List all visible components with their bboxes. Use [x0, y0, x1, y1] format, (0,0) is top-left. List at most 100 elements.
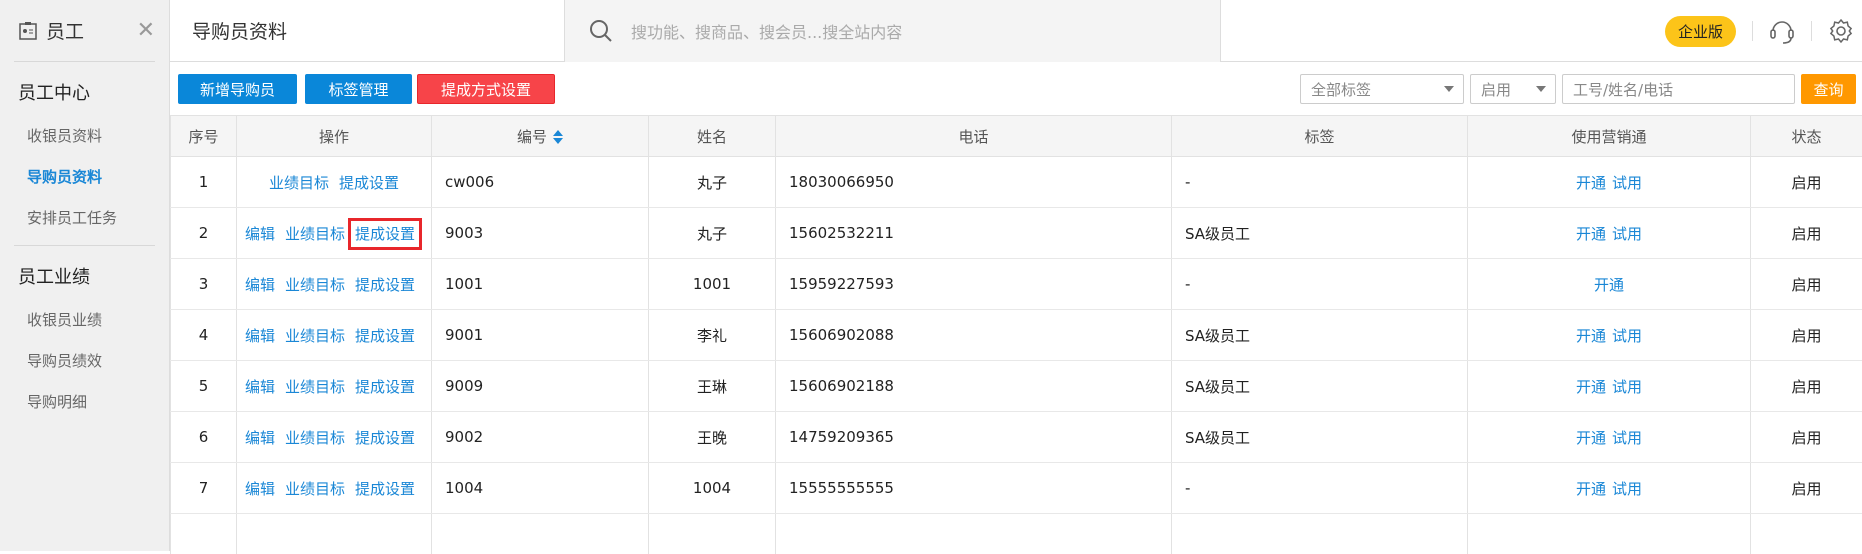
table-row: 2 编辑业绩目标提成设置 9003 丸子 15602532211 SA级员工 开…	[171, 208, 1862, 259]
cell-name: 丸子	[649, 157, 776, 208]
cell-tag: -	[1172, 463, 1468, 514]
cell-marketing: 开通试用	[1468, 463, 1751, 514]
cell-marketing: 开通试用	[1468, 208, 1751, 259]
top-bar: 导购员资料 搜功能、搜商品、搜会员...搜全站内容 企业版	[170, 0, 1862, 62]
search-icon	[589, 19, 613, 43]
cell-ops: 编辑业绩目标提成设置	[237, 310, 432, 361]
sidebar-item[interactable]: 导购明细	[0, 382, 169, 423]
marketing-link[interactable]: 试用	[1612, 378, 1642, 396]
op-link[interactable]: 业绩目标	[285, 480, 345, 498]
cell-name: 王琳	[649, 361, 776, 412]
header-label: 姓名	[697, 128, 727, 146]
cell-ops: 编辑业绩目标提成设置	[237, 463, 432, 514]
commission-method-button[interactable]: 提成方式设置	[417, 74, 555, 104]
sidebar-item[interactable]: 收银员资料	[0, 116, 169, 157]
cell-name: 1004	[649, 463, 776, 514]
cell-code: 9003	[432, 208, 649, 259]
column-header: 姓名	[649, 116, 776, 157]
empty-cell	[1468, 514, 1751, 554]
close-icon[interactable]: ✕	[137, 18, 155, 43]
cell-phone: 15959227593	[776, 259, 1172, 310]
enterprise-badge[interactable]: 企业版	[1665, 16, 1736, 47]
cell-status: 启用	[1751, 157, 1862, 208]
cell-status: 启用	[1751, 259, 1862, 310]
marketing-link[interactable]: 开通	[1594, 276, 1624, 294]
sidebar-item[interactable]: 收银员业绩	[0, 300, 169, 341]
cell-phone: 18030066950	[776, 157, 1172, 208]
marketing-link[interactable]: 试用	[1612, 480, 1642, 498]
marketing-link[interactable]: 开通	[1576, 225, 1606, 243]
op-link[interactable]: 编辑	[245, 378, 275, 396]
cell-status: 启用	[1751, 412, 1862, 463]
op-link[interactable]: 编辑	[245, 327, 275, 345]
tag-filter-select[interactable]: 全部标签	[1300, 74, 1464, 104]
add-guide-button[interactable]: 新增导购员	[178, 74, 297, 104]
empty-cell	[237, 514, 432, 554]
op-link[interactable]: 编辑	[245, 480, 275, 498]
column-header: 状态	[1751, 116, 1862, 157]
header-label: 状态	[1791, 128, 1821, 146]
op-link[interactable]: 提成设置	[339, 174, 399, 192]
marketing-link[interactable]: 试用	[1612, 429, 1642, 447]
op-link[interactable]: 业绩目标	[269, 174, 329, 192]
cell-code: 9009	[432, 361, 649, 412]
sidebar-item[interactable]: 安排员工任务	[0, 198, 169, 239]
marketing-link[interactable]: 开通	[1576, 174, 1606, 192]
cell-status: 启用	[1751, 463, 1862, 514]
status-filter-select[interactable]: 启用	[1470, 74, 1556, 104]
op-link[interactable]: 提成设置	[355, 276, 415, 294]
sort-icon[interactable]	[553, 130, 563, 144]
cell-code: 9002	[432, 412, 649, 463]
op-link[interactable]: 提成设置	[355, 429, 415, 447]
keyword-input[interactable]: 工号/姓名/电话	[1562, 74, 1795, 104]
op-link[interactable]: 业绩目标	[285, 429, 345, 447]
chevron-down-icon	[1444, 86, 1454, 92]
cell-status: 启用	[1751, 208, 1862, 259]
cell-tag: SA级员工	[1172, 310, 1468, 361]
op-link[interactable]: 业绩目标	[285, 378, 345, 396]
op-link[interactable]: 提成设置	[355, 378, 415, 396]
sidebar-item[interactable]: 导购员绩效	[0, 341, 169, 382]
op-link[interactable]: 编辑	[245, 225, 275, 243]
marketing-link[interactable]: 开通	[1576, 378, 1606, 396]
gear-icon[interactable]	[1828, 18, 1854, 44]
cell-code: 9001	[432, 310, 649, 361]
page-title: 导购员资料	[170, 17, 564, 44]
op-link[interactable]: 提成设置	[355, 225, 415, 243]
column-header[interactable]: 编号	[432, 116, 649, 157]
op-link[interactable]: 提成设置	[355, 327, 415, 345]
op-link[interactable]: 编辑	[245, 276, 275, 294]
cell-ops: 编辑业绩目标提成设置	[237, 208, 432, 259]
employee-badge-icon	[18, 21, 38, 41]
column-header: 操作	[237, 116, 432, 157]
tag-management-button[interactable]: 标签管理	[305, 74, 412, 104]
sidebar-header: 员工 ✕	[14, 0, 155, 62]
cell-no: 6	[171, 412, 237, 463]
marketing-link[interactable]: 开通	[1576, 429, 1606, 447]
table-row: 3 编辑业绩目标提成设置 1001 1001 15959227593 - 开通 …	[171, 259, 1862, 310]
op-link[interactable]: 业绩目标	[285, 276, 345, 294]
marketing-link[interactable]: 试用	[1612, 327, 1642, 345]
query-button[interactable]: 查询	[1801, 74, 1856, 104]
marketing-link[interactable]: 开通	[1576, 480, 1606, 498]
marketing-link[interactable]: 试用	[1612, 225, 1642, 243]
op-link[interactable]: 提成设置	[355, 480, 415, 498]
empty-cell	[432, 514, 649, 554]
cell-name: 丸子	[649, 208, 776, 259]
global-search-input[interactable]: 搜功能、搜商品、搜会员...搜全站内容	[564, 0, 1221, 62]
cell-ops: 编辑业绩目标提成设置	[237, 412, 432, 463]
sidebar-item[interactable]: 导购员资料	[0, 157, 169, 198]
op-link[interactable]: 业绩目标	[285, 225, 345, 243]
op-link[interactable]: 业绩目标	[285, 327, 345, 345]
table-row: 1 业绩目标提成设置 cw006 丸子 18030066950 - 开通试用 启…	[171, 157, 1862, 208]
cell-code: cw006	[432, 157, 649, 208]
cell-tag: SA级员工	[1172, 412, 1468, 463]
headset-icon[interactable]	[1769, 17, 1795, 45]
marketing-link[interactable]: 开通	[1576, 327, 1606, 345]
marketing-link[interactable]: 试用	[1612, 174, 1642, 192]
cell-no: 7	[171, 463, 237, 514]
cell-ops: 业绩目标提成设置	[237, 157, 432, 208]
column-header: 标签	[1172, 116, 1468, 157]
cell-tag: -	[1172, 259, 1468, 310]
op-link[interactable]: 编辑	[245, 429, 275, 447]
